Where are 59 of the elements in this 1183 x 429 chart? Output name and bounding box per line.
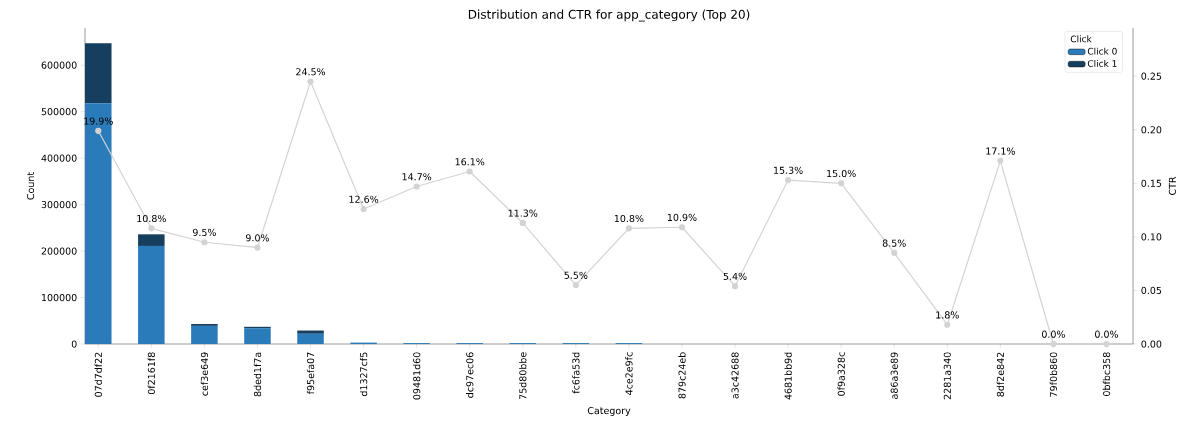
x-tick-label: 8ded1f7a	[253, 352, 262, 397]
x-tick-label: a86a3e89	[890, 352, 898, 399]
data-label: 12.6%	[349, 195, 379, 203]
x-tick-label: f95efa07	[306, 352, 315, 395]
x-tick-label: 79f0b860	[1049, 352, 1058, 397]
chart-title: Distribution and CTR for app_category (Top 20)	[468, 9, 750, 22]
x-tick-label: dc97ec06	[466, 352, 474, 398]
x-tick-label: 0f9a328c	[837, 352, 845, 396]
x-axis-title: Category	[587, 406, 631, 416]
y2-tick-label: 0.25	[1141, 72, 1162, 80]
data-label: 5.5%	[564, 271, 588, 279]
data-label: 1.8%	[936, 311, 959, 319]
data-label: 11.3%	[508, 209, 538, 217]
data-label: 14.7%	[402, 173, 432, 181]
y-tick-label: 300000	[41, 201, 77, 209]
y-tick-label: 0	[71, 340, 77, 348]
y2-tick-label: 0.05	[1141, 286, 1162, 295]
y2-tick-label: 0.10	[1141, 233, 1162, 241]
x-tick-label: a3c42688	[731, 352, 739, 399]
data-label: 16.1%	[455, 158, 485, 166]
x-tick-label: fc6fa53d	[572, 352, 580, 394]
y2-tick-label: 0.15	[1141, 179, 1162, 187]
y2-axis-title: CTR	[1168, 176, 1176, 195]
data-label: 10.9%	[667, 213, 697, 222]
data-label: 9.5%	[192, 228, 216, 237]
data-label: 24.5%	[296, 68, 326, 76]
data-label: 9.0%	[245, 234, 269, 242]
x-tick-label: 0bfbc358	[1102, 352, 1111, 396]
x-tick-label: 0f2161f8	[147, 352, 156, 395]
x-tick-label: 2281a340	[943, 352, 951, 400]
data-label: 15.0%	[827, 169, 856, 178]
x-tick-label: 4681bb9d	[784, 352, 792, 400]
y-tick-label: 100000	[42, 293, 77, 302]
x-tick-label: 879c24eb	[678, 352, 686, 399]
y-tick-label: 400000	[41, 154, 77, 162]
legend-label: Click 0	[1087, 47, 1117, 55]
data-label: 17.1%	[986, 147, 1015, 155]
y-axis-title: Count	[26, 172, 35, 200]
data-label: 10.8%	[137, 214, 166, 223]
data-label: 0.0%	[1041, 330, 1065, 338]
data-label: 0.0%	[1095, 330, 1119, 338]
y-tick-label: 600000	[41, 61, 77, 69]
y2-tick-label: 0.20	[1141, 126, 1162, 134]
x-tick-label: 09481d60	[412, 352, 421, 400]
data-label: 5.4%	[723, 272, 747, 280]
y2-tick-label: 0.00	[1141, 340, 1162, 348]
data-label: 8.5%	[882, 239, 906, 247]
data-label: 15.3%	[774, 166, 803, 174]
y-tick-label: 500000	[41, 108, 77, 116]
data-label: 10.8%	[614, 214, 644, 223]
x-tick-label: 4ce2e9fc	[625, 352, 633, 395]
x-tick-label: cef3e649	[200, 352, 209, 396]
x-tick-label: 8df2e842	[996, 352, 1005, 397]
y-tick-label: 200000	[41, 247, 77, 255]
legend-label: Click 1	[1087, 59, 1117, 67]
x-tick-label: 07d7df22	[94, 352, 102, 397]
legend-title: Click	[1070, 35, 1092, 43]
x-tick-label: d1327cf5	[359, 352, 368, 397]
x-tick-label: 75d80bbe	[519, 352, 527, 400]
